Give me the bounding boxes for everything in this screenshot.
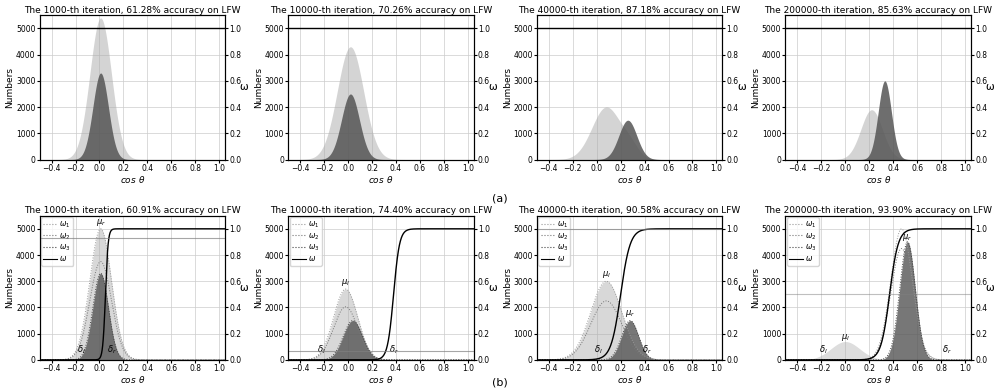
Legend: $\omega_1$, $\omega_2$, $\omega_3$, $\omega$: $\omega_1$, $\omega_2$, $\omega_3$, $\om… (538, 217, 570, 266)
Y-axis label: ω: ω (986, 283, 994, 293)
Y-axis label: Numbers: Numbers (6, 67, 15, 108)
Y-axis label: ω: ω (240, 283, 249, 293)
X-axis label: $cos\ \theta$: $cos\ \theta$ (368, 174, 394, 185)
Text: $\delta_r$: $\delta_r$ (107, 344, 116, 356)
Text: $\delta_l$: $\delta_l$ (317, 344, 326, 356)
Y-axis label: Numbers: Numbers (751, 267, 760, 308)
Text: $\mu_l$: $\mu_l$ (841, 332, 850, 343)
Text: $\delta_l$: $\delta_l$ (819, 344, 828, 356)
X-axis label: $cos\ \theta$: $cos\ \theta$ (617, 174, 642, 185)
Y-axis label: ω: ω (737, 283, 746, 293)
Y-axis label: ω: ω (488, 283, 497, 293)
Title: The 200000-th iteration, 93.90% accuracy on LFW: The 200000-th iteration, 93.90% accuracy… (764, 206, 992, 215)
Y-axis label: ω: ω (240, 83, 249, 92)
Y-axis label: Numbers: Numbers (503, 267, 512, 308)
Y-axis label: Numbers: Numbers (6, 267, 15, 308)
Text: $\mu_r$: $\mu_r$ (96, 217, 106, 228)
Title: The 1000-th iteration, 60.91% accuracy on LFW: The 1000-th iteration, 60.91% accuracy o… (24, 206, 241, 215)
X-axis label: $cos\ \theta$: $cos\ \theta$ (866, 375, 891, 386)
Text: (a): (a) (492, 194, 508, 204)
Text: $\mu_l$: $\mu_l$ (341, 277, 350, 288)
Title: The 10000-th iteration, 70.26% accuracy on LFW: The 10000-th iteration, 70.26% accuracy … (270, 5, 492, 14)
Text: $\delta_r$: $\delta_r$ (389, 344, 398, 356)
Legend: $\omega_1$, $\omega_2$, $\omega_3$, $\omega$: $\omega_1$, $\omega_2$, $\omega_3$, $\om… (787, 217, 819, 266)
Y-axis label: Numbers: Numbers (503, 67, 512, 108)
Legend: $\omega_1$, $\omega_2$, $\omega_3$, $\omega$: $\omega_1$, $\omega_2$, $\omega_3$, $\om… (290, 217, 322, 266)
Title: The 40000-th iteration, 90.58% accuracy on LFW: The 40000-th iteration, 90.58% accuracy … (518, 206, 741, 215)
Title: The 200000-th iteration, 85.63% accuracy on LFW: The 200000-th iteration, 85.63% accuracy… (764, 5, 992, 14)
Y-axis label: Numbers: Numbers (751, 67, 760, 108)
Text: $\delta_l$: $\delta_l$ (594, 344, 602, 356)
Text: $\mu_r$: $\mu_r$ (902, 232, 913, 243)
Text: $\mu_r$: $\mu_r$ (625, 308, 635, 319)
Y-axis label: ω: ω (986, 83, 994, 92)
X-axis label: $cos\ \theta$: $cos\ \theta$ (368, 375, 394, 386)
X-axis label: $cos\ \theta$: $cos\ \theta$ (120, 174, 145, 185)
Y-axis label: ω: ω (737, 83, 746, 92)
Legend: $\omega_1$, $\omega_2$, $\omega_3$, $\omega$: $\omega_1$, $\omega_2$, $\omega_3$, $\om… (41, 217, 73, 266)
Y-axis label: ω: ω (488, 83, 497, 92)
Title: The 10000-th iteration, 74.40% accuracy on LFW: The 10000-th iteration, 74.40% accuracy … (270, 206, 492, 215)
X-axis label: $cos\ \theta$: $cos\ \theta$ (120, 375, 145, 386)
Title: The 40000-th iteration, 87.18% accuracy on LFW: The 40000-th iteration, 87.18% accuracy … (518, 5, 741, 14)
Text: $\delta_r$: $\delta_r$ (942, 344, 952, 356)
Y-axis label: Numbers: Numbers (254, 267, 263, 308)
Y-axis label: Numbers: Numbers (254, 67, 263, 108)
Text: (b): (b) (492, 377, 508, 387)
Text: $\delta_r$: $\delta_r$ (642, 344, 652, 356)
X-axis label: $cos\ \theta$: $cos\ \theta$ (617, 375, 642, 386)
Text: $\mu_l$: $\mu_l$ (602, 269, 611, 280)
Title: The 1000-th iteration, 61.28% accuracy on LFW: The 1000-th iteration, 61.28% accuracy o… (24, 5, 241, 14)
X-axis label: $cos\ \theta$: $cos\ \theta$ (866, 174, 891, 185)
Text: $\delta_l$: $\delta_l$ (77, 344, 86, 356)
